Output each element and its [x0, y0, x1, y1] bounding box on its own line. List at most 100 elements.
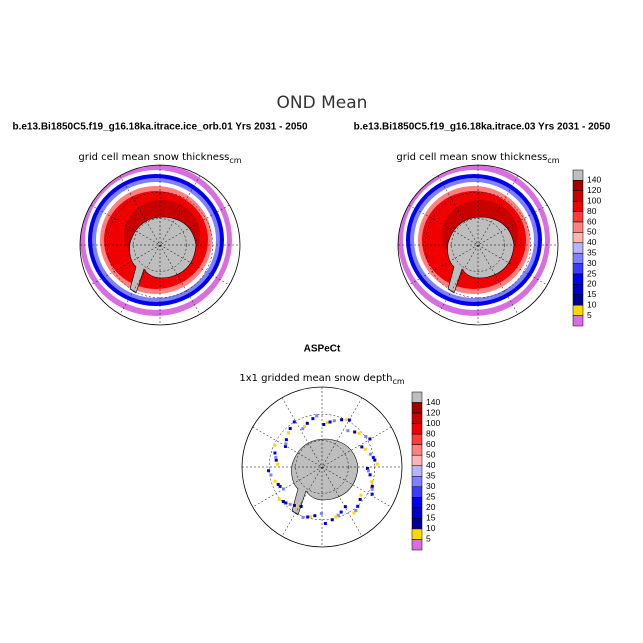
colorbar-label: 80: [426, 428, 436, 438]
obs-cell: [364, 435, 368, 439]
obs-cell: [356, 504, 360, 508]
colorbar-box: [411, 454, 423, 466]
colorbar-label: 100: [587, 195, 601, 205]
subtitle-text: 1x1 gridded mean snow depth: [239, 373, 392, 384]
obs-cell: [368, 473, 372, 477]
obs-cell: [368, 437, 372, 441]
panel-title: b.e13.Bi1850C5.f19_g16.18ka.itrace.03 Yr…: [354, 122, 611, 133]
obs-cell: [292, 503, 296, 507]
meridian: [408, 204, 548, 286]
polar-map: [80, 165, 240, 325]
obs-cell: [370, 487, 374, 491]
colorbar-label: 5: [426, 534, 431, 544]
obs-cell: [313, 514, 317, 518]
obs-cell: [284, 442, 288, 446]
obs-cell: [286, 431, 290, 435]
colorbar-box: [411, 444, 423, 456]
colorbar-label: 15: [426, 513, 436, 523]
colorbar-label: 60: [426, 439, 436, 449]
latitude: [451, 218, 505, 272]
obs-cell: [301, 427, 305, 431]
obs-cell: [332, 419, 336, 423]
obs-cell: [315, 414, 319, 418]
obs-cell: [319, 511, 323, 515]
obs-cell: [306, 515, 310, 519]
colorbar-label: 120: [426, 407, 440, 417]
colorbar-box: [411, 518, 423, 530]
colorbar-box: [411, 528, 423, 540]
unit: cm: [392, 377, 404, 386]
colorbar-box: [572, 211, 584, 223]
colorbar-box: [572, 252, 584, 264]
colorbar-label: 35: [587, 247, 597, 257]
obs-cell: [303, 425, 307, 429]
colorbar-box: [572, 304, 584, 316]
subtitle-text: grid cell mean snow thickness: [396, 152, 547, 163]
obs-cell: [274, 458, 278, 462]
colorbar-label: 10: [587, 299, 597, 309]
colorbar-box: [411, 476, 423, 488]
obs-cell: [281, 500, 285, 504]
obs-cell: [370, 480, 374, 484]
latitude: [133, 218, 187, 272]
obs-cell: [322, 423, 326, 427]
obs-cell: [283, 444, 287, 448]
obs-cell: [295, 504, 299, 508]
colorbar-label: 10: [426, 523, 436, 533]
obs-cell: [288, 502, 292, 506]
colorbar-label: 20: [426, 502, 436, 512]
obs-cell: [344, 418, 348, 422]
obs-cell: [323, 521, 327, 525]
colorbar-box: [572, 315, 584, 327]
panel-subtitle: grid cell mean snow thicknesscm: [396, 152, 559, 165]
obs-cell: [281, 487, 285, 491]
obs-cell: [276, 482, 280, 486]
colorbar-box: [572, 294, 584, 306]
colorbar-label: 60: [587, 216, 597, 226]
colorbar-box: [411, 507, 423, 519]
unit: cm: [229, 156, 241, 165]
panel-subtitle: grid cell mean snow thicknesscm: [78, 152, 241, 165]
obs-cell: [274, 455, 278, 459]
map-border: [241, 386, 403, 548]
colorbar-box: [411, 433, 423, 445]
obs-cell: [352, 511, 356, 515]
obs-cell: [299, 504, 303, 508]
obs-cell: [301, 515, 305, 519]
obs-cell: [368, 452, 372, 456]
obs-cell: [305, 421, 309, 425]
colorbar-box: [572, 200, 584, 212]
colorbar-box: [411, 539, 423, 551]
colorbar-box: [411, 497, 423, 509]
obs-cell: [336, 513, 340, 517]
meridian: [90, 204, 230, 286]
colorbar-label: 120: [587, 185, 601, 195]
obs-cell: [326, 421, 330, 425]
colorbar-label: 140: [587, 175, 601, 185]
colorbar-label: 50: [426, 449, 436, 459]
obs-cell: [359, 493, 363, 497]
obs-cell: [366, 467, 369, 470]
map-border: [79, 164, 241, 326]
colorbar-label: 80: [587, 206, 597, 216]
obs-cell: [354, 509, 358, 513]
colorbar-box: [572, 221, 584, 233]
colorbar-box: [411, 391, 423, 403]
obs-cell: [292, 420, 296, 424]
colorbar-label: 25: [587, 268, 597, 278]
latitude: [295, 440, 349, 494]
colorbar-label: 50: [587, 227, 597, 237]
obs-cell: [360, 445, 364, 449]
obs-cell: [330, 518, 334, 522]
obs-cell: [276, 462, 280, 466]
obs-cell: [340, 418, 344, 422]
colorbar-box: [572, 169, 584, 181]
obs-cell: [339, 510, 343, 514]
obs-cell: [328, 420, 332, 424]
obs-cell: [273, 443, 277, 447]
colorbar-box: [411, 412, 423, 424]
colorbar-box: [572, 284, 584, 296]
obs-cell: [278, 484, 282, 488]
